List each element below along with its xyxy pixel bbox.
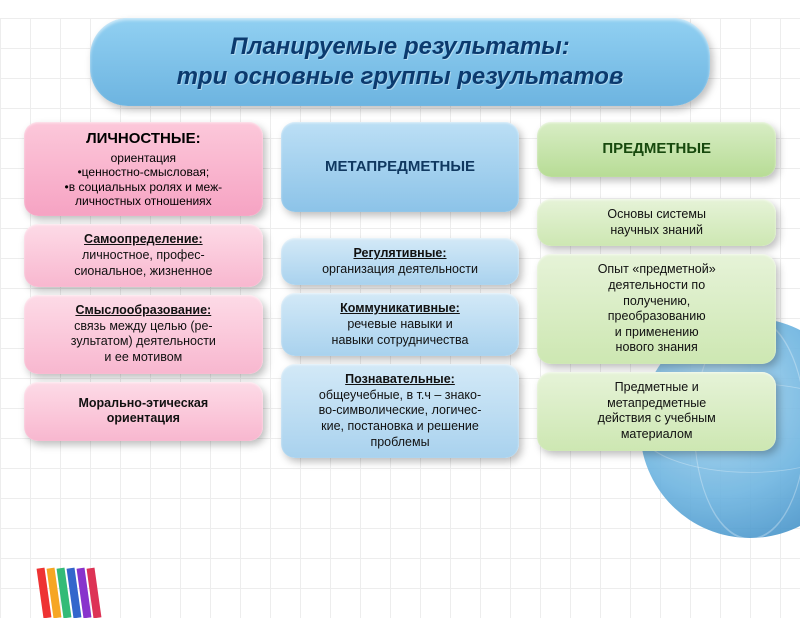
- box-cognitive: Познавательные: общеучебные, в т.ч – зна…: [281, 364, 520, 458]
- column-subject: ПРЕДМЕТНЫЕ Основы системы научных знаний…: [537, 122, 776, 451]
- pencils-decoration: [40, 568, 98, 618]
- box-subject-experience: Опыт «предметной» деятельности по получе…: [537, 254, 776, 364]
- title-banner: Планируемые результаты: три основные гру…: [90, 18, 710, 106]
- subject-header: ПРЕДМЕТНЫЕ: [537, 122, 776, 177]
- box-communicative: Коммуникативные: речевые навыки и навыки…: [281, 293, 520, 356]
- box-moral-ethical: Морально-этическая ориентация: [24, 382, 263, 441]
- box-scientific-basics: Основы системы научных знаний: [537, 199, 776, 246]
- box-meaning-making: Смыслообразование: связь между целью (ре…: [24, 295, 263, 374]
- meta-header: МЕТАПРЕДМЕТНЫЕ: [281, 122, 520, 212]
- column-personal: ЛИЧНОСТНЫЕ: ориентация •ценностно-смысло…: [24, 122, 263, 441]
- personal-title: ЛИЧНОСТНЫЕ:: [34, 130, 253, 149]
- columns-container: ЛИЧНОСТНЫЕ: ориентация •ценностно-смысло…: [0, 106, 800, 458]
- meta-title: МЕТАПРЕДМЕТНЫЕ: [291, 158, 510, 177]
- subject-title: ПРЕДМЕТНЫЕ: [547, 140, 766, 159]
- page-title: Планируемые результаты: три основные гру…: [120, 32, 680, 92]
- personal-header: ЛИЧНОСТНЫЕ: ориентация •ценностно-смысло…: [24, 122, 263, 216]
- box-subject-actions: Предметные и метапредметные действия с у…: [537, 372, 776, 451]
- box-regulatory: Регулятивные: организация деятельности: [281, 238, 520, 285]
- box-self-determination: Самоопределение: личностное, профес- сио…: [24, 224, 263, 287]
- column-meta: МЕТАПРЕДМЕТНЫЕ Регулятивные: организация…: [281, 122, 520, 458]
- personal-subtitle: ориентация •ценностно-смысловая; •в соци…: [34, 151, 253, 209]
